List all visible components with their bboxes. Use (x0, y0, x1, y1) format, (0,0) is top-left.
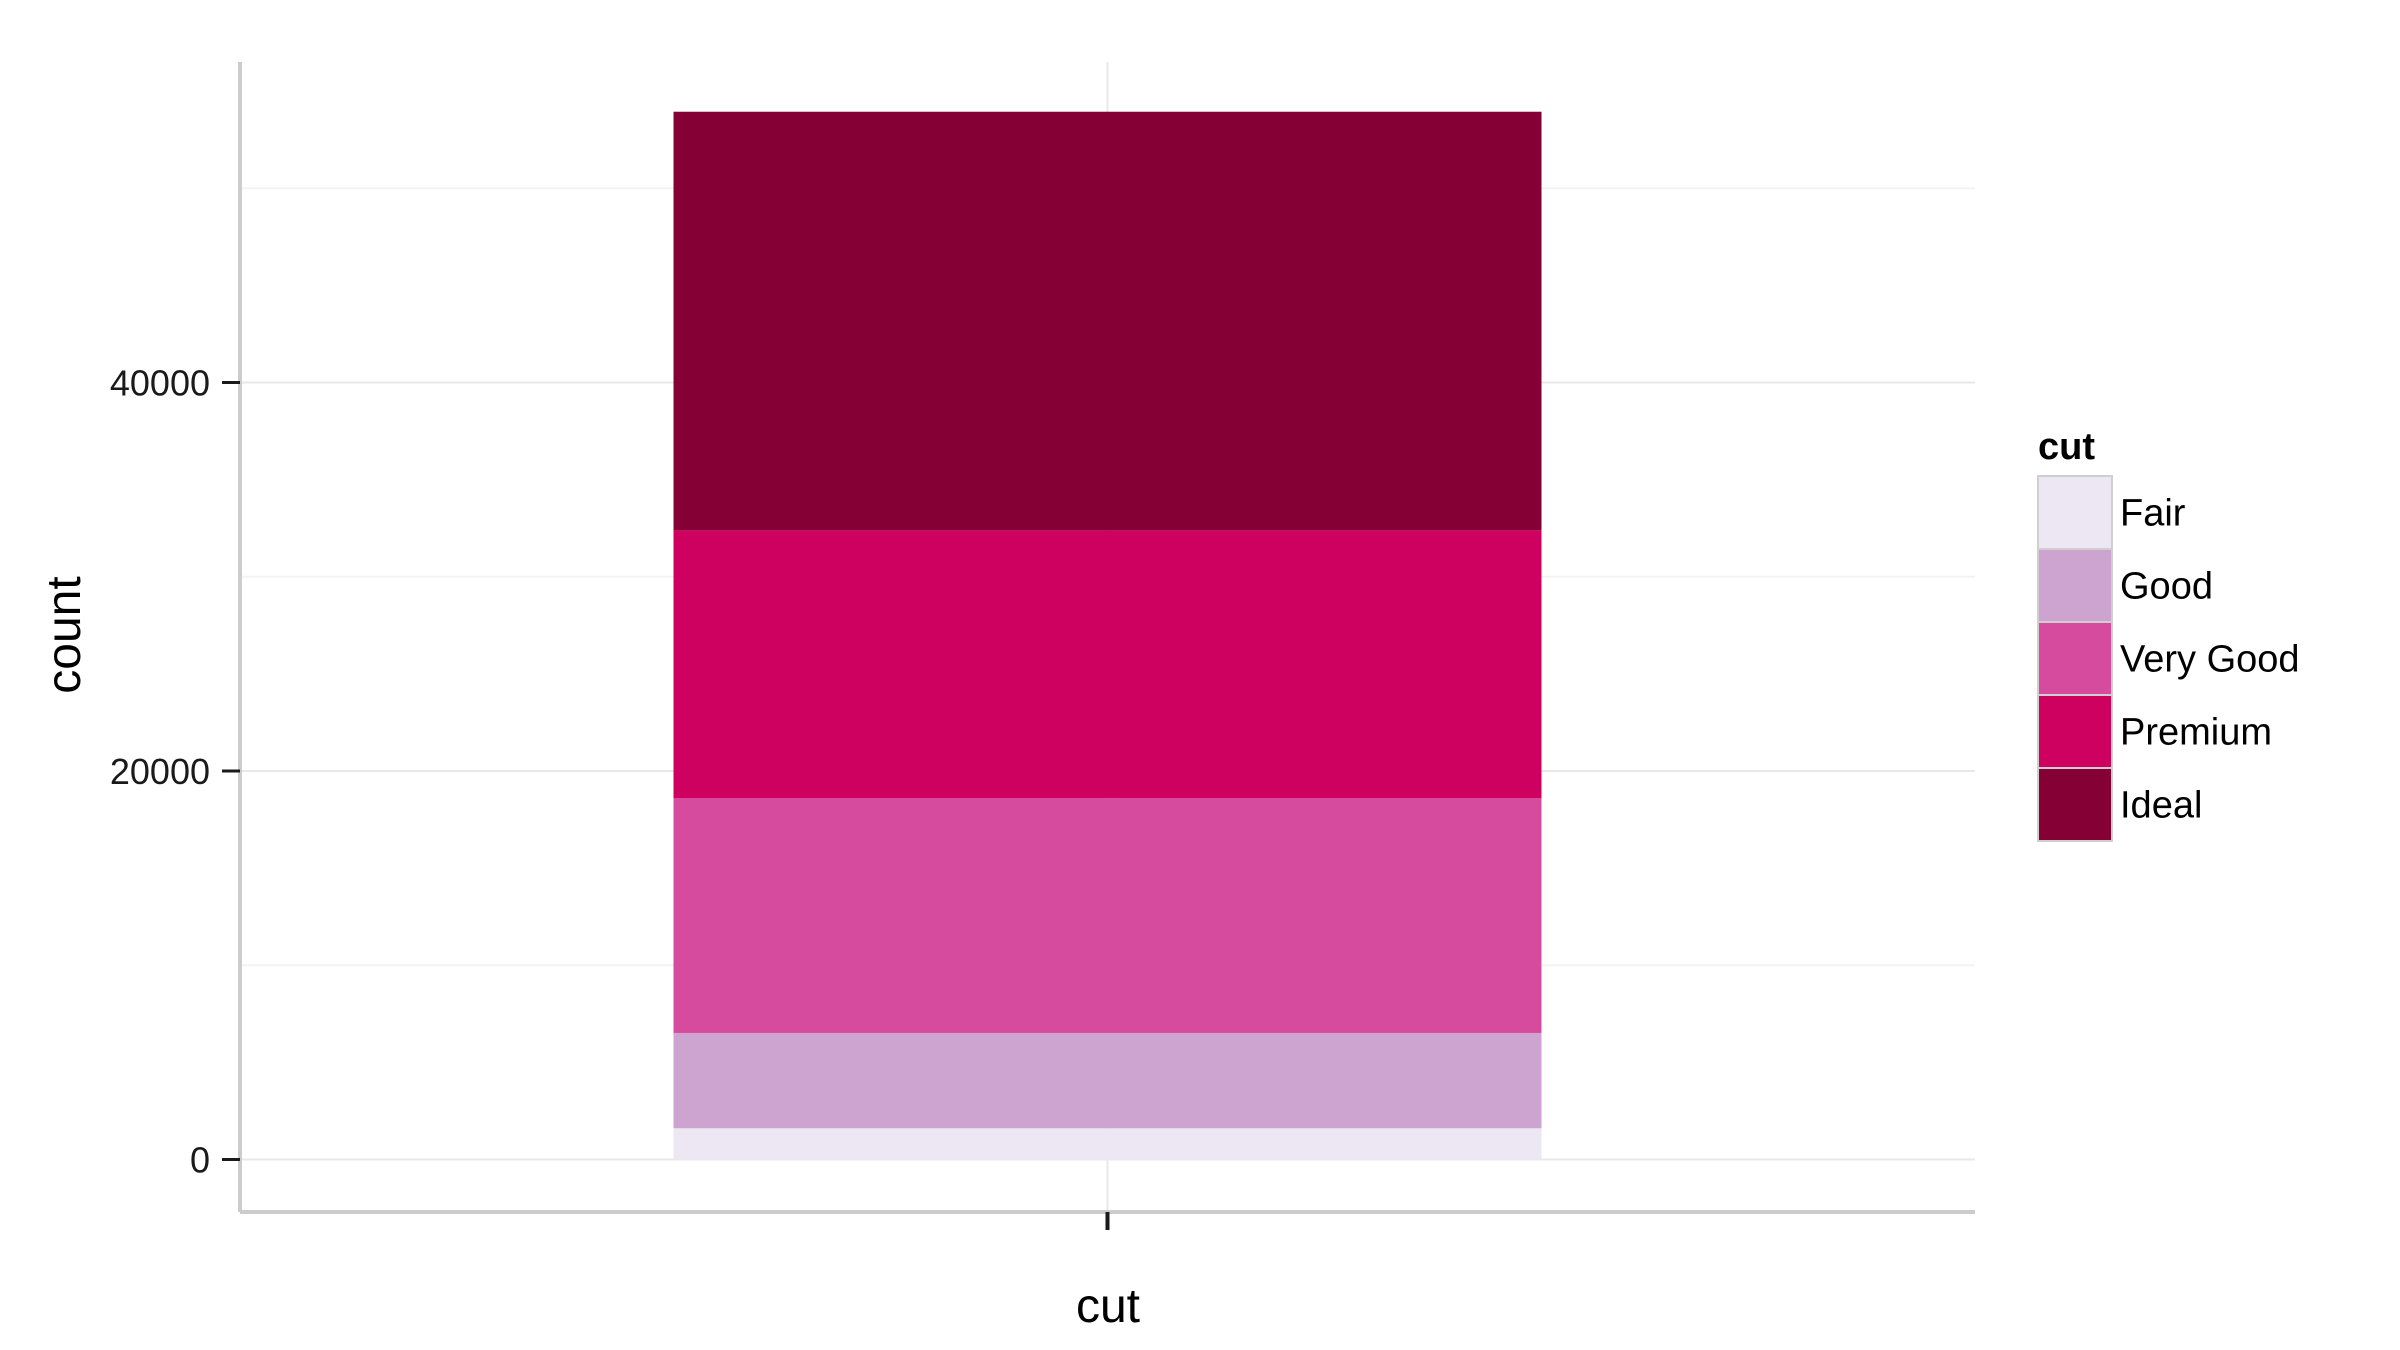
legend-key-good (2037, 548, 2113, 623)
legend-key-fair (2037, 475, 2113, 550)
y-tick-label: 0 (190, 1140, 210, 1181)
legend-label-fair: Fair (2120, 493, 2186, 535)
legend-key-very-good (2037, 621, 2113, 696)
y-tick-label: 20000 (110, 751, 210, 792)
legend-key-premium (2037, 694, 2113, 769)
legend-label-good: Good (2120, 566, 2213, 608)
legend-title: cut (2038, 426, 2095, 468)
legend-items: Fair Good Very Good Premium Ideal (2037, 475, 2300, 842)
bar-segment-fair (673, 1128, 1542, 1160)
bar-segment-very-good (673, 798, 1542, 1033)
bar-segment-good (673, 1032, 1542, 1129)
legend-key-ideal (2037, 767, 2113, 842)
y-ticks: 0 20000 40000 (110, 363, 240, 1181)
bar-segment-premium (673, 530, 1542, 799)
x-axis-title: cut (1076, 1280, 1140, 1333)
legend: cut Fair Good Very Good Premium Ideal (2037, 426, 2300, 842)
bar-segment-ideal (673, 111, 1542, 531)
y-axis-title: count (38, 576, 91, 693)
bars (673, 111, 1542, 1160)
legend-label-ideal: Ideal (2120, 785, 2202, 827)
legend-label-premium: Premium (2120, 712, 2272, 754)
y-tick-label: 40000 (110, 363, 210, 404)
legend-label-very-good: Very Good (2120, 639, 2300, 681)
